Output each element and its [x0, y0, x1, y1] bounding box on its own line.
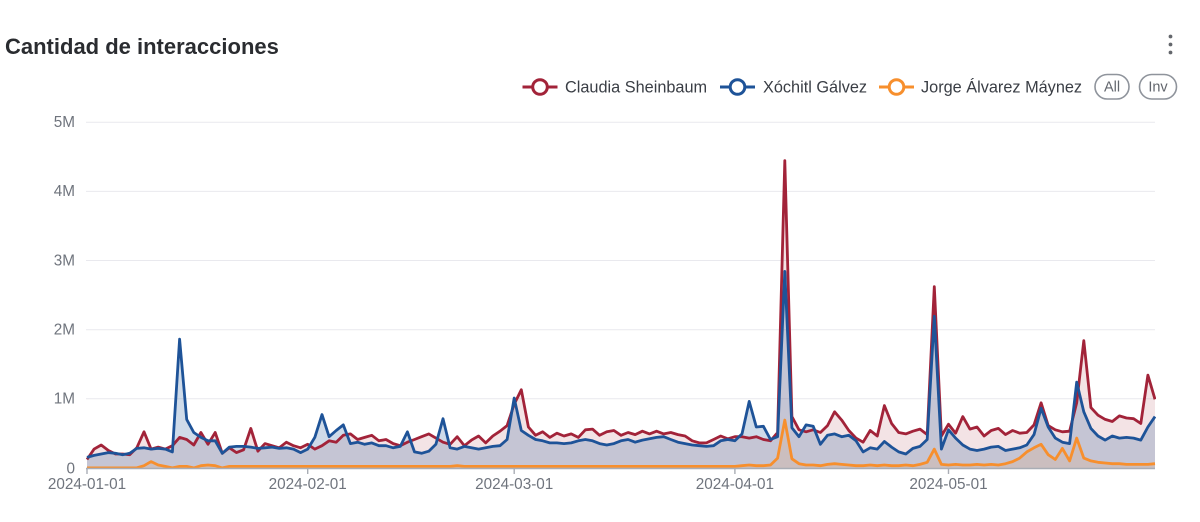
svg-text:5M: 5M	[54, 114, 75, 131]
svg-text:Jorge Álvarez Máynez: Jorge Álvarez Máynez	[921, 78, 1082, 97]
svg-text:Xóchitl Gálvez: Xóchitl Gálvez	[763, 79, 867, 97]
svg-text:0: 0	[66, 460, 75, 477]
svg-text:2M: 2M	[54, 322, 75, 339]
svg-text:4M: 4M	[54, 183, 75, 200]
svg-text:2024-02-01: 2024-02-01	[269, 476, 347, 493]
svg-text:1M: 1M	[54, 391, 75, 408]
svg-text:Cantidad de interacciones: Cantidad de interacciones	[5, 34, 279, 59]
svg-text:3M: 3M	[54, 252, 75, 269]
svg-text:2024-03-01: 2024-03-01	[475, 476, 553, 493]
svg-text:All: All	[1104, 80, 1120, 96]
svg-text:Inv: Inv	[1148, 80, 1168, 96]
svg-text:Claudia Sheinbaum: Claudia Sheinbaum	[565, 79, 707, 97]
svg-text:2024-05-01: 2024-05-01	[909, 476, 987, 493]
svg-text:2024-04-01: 2024-04-01	[696, 476, 774, 493]
svg-text:2024-01-01: 2024-01-01	[48, 476, 126, 493]
